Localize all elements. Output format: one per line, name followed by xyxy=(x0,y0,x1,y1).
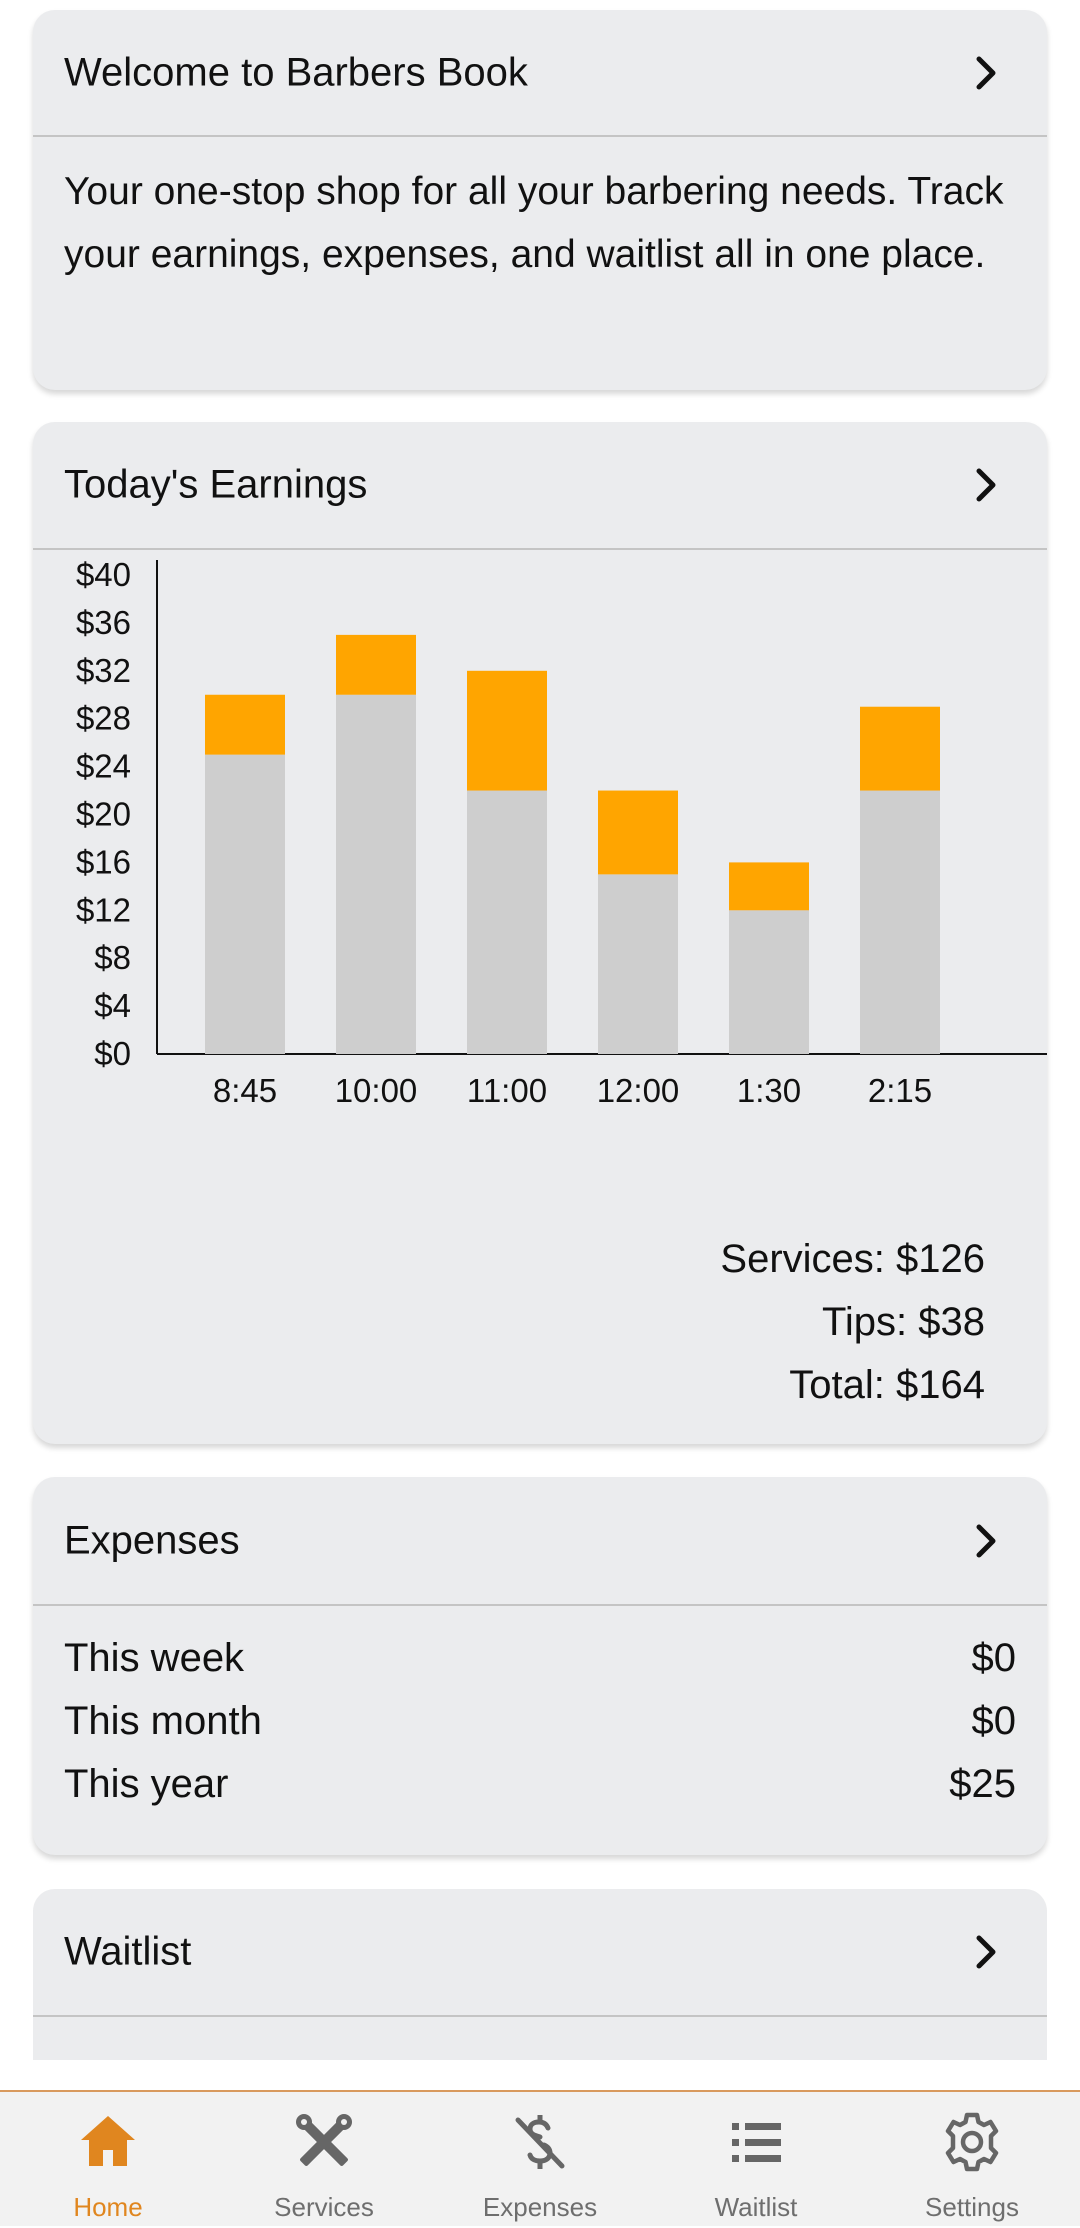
welcome-description: Your one-stop shop for all your barberin… xyxy=(64,170,1004,276)
expense-label: This week xyxy=(64,1636,245,1680)
bar-tips xyxy=(205,694,285,755)
nav-label: Home xyxy=(73,2192,143,2222)
expense-value: $0 xyxy=(971,1699,1017,1743)
nav-label: Services xyxy=(274,2192,374,2222)
nav-waitlist[interactable]: Waitlist xyxy=(648,2092,864,2228)
bar-services xyxy=(860,790,940,1054)
x-tick-label: 12:00 xyxy=(597,1072,680,1109)
welcome-card: Welcome to Barbers Book Your one-stop sh… xyxy=(33,10,1047,390)
y-tick-label: $0 xyxy=(94,1035,131,1072)
welcome-card-header[interactable]: Welcome to Barbers Book xyxy=(33,10,1047,137)
expense-label: This month xyxy=(64,1699,262,1743)
services-total: Services: $126 xyxy=(720,1237,985,1281)
nav-services[interactable]: Services xyxy=(216,2092,432,2228)
nav-expenses[interactable]: Expenses xyxy=(432,2092,648,2228)
tips-total: Tips: $38 xyxy=(821,1300,985,1344)
waitlist-card-header[interactable]: Waitlist xyxy=(33,1889,1047,2017)
y-tick-label: $28 xyxy=(76,700,131,737)
no-dollar-icon xyxy=(508,2110,572,2174)
y-tick-label: $4 xyxy=(94,987,131,1024)
earnings-title: Today's Earnings xyxy=(64,462,368,507)
bar-services xyxy=(467,790,547,1054)
bottom-nav: Home Services Expenses xyxy=(0,2090,1080,2226)
x-tick-label: 8:45 xyxy=(213,1072,277,1109)
earnings-chart: $0 $4 $8 $12 $16 $20 $24 $28 $32 $36 $40 8:45 10:00 1… xyxy=(76,556,1047,1109)
bar-services xyxy=(336,694,416,1054)
waitlist-card: Waitlist xyxy=(33,1889,1047,2060)
bar-tips xyxy=(336,634,416,695)
y-tick-label: $40 xyxy=(76,556,131,593)
y-tick-label: $12 xyxy=(76,891,131,928)
earnings-card: Today's Earnings $0 $4 $8 $12 $16 $20 $24 $28 $3… xyxy=(33,422,1047,1444)
bar-services xyxy=(598,874,678,1054)
expense-value: $25 xyxy=(949,1762,1016,1806)
bar-tips xyxy=(598,790,678,875)
bar-services xyxy=(729,910,809,1054)
nav-label: Waitlist xyxy=(714,2192,798,2222)
expense-value: $0 xyxy=(971,1636,1017,1680)
y-tick-label: $24 xyxy=(76,748,131,785)
waitlist-title: Waitlist xyxy=(64,1929,192,1974)
nav-settings[interactable]: Settings xyxy=(864,2092,1080,2228)
chevron-right-icon[interactable] xyxy=(969,468,1003,502)
expenses-card-header[interactable]: Expenses xyxy=(33,1477,1047,1606)
x-tick-label: 10:00 xyxy=(335,1072,418,1109)
expense-row-month: This month $0 xyxy=(64,1690,1016,1753)
chevron-right-icon[interactable] xyxy=(969,1524,1003,1558)
x-tick-label: 11:00 xyxy=(467,1072,547,1109)
x-tick-label: 2:15 xyxy=(868,1072,932,1109)
x-tick-label: 1:30 xyxy=(737,1072,801,1109)
chevron-right-icon[interactable] xyxy=(969,56,1003,90)
nav-home[interactable]: Home xyxy=(0,2092,216,2228)
welcome-title: Welcome to Barbers Book xyxy=(64,50,528,94)
y-tick-label: $20 xyxy=(76,796,131,833)
gear-icon xyxy=(940,2110,1004,2174)
bar-tips xyxy=(860,706,940,791)
home-icon xyxy=(76,2110,140,2174)
y-tick-label: $8 xyxy=(94,939,131,976)
grand-total: Total: $164 xyxy=(789,1363,985,1407)
nav-label: Settings xyxy=(925,2192,1019,2222)
bar-tips xyxy=(467,670,547,791)
expense-row-year: This year $25 xyxy=(64,1753,1016,1816)
expense-label: This year xyxy=(64,1762,229,1806)
y-tick-label: $32 xyxy=(76,652,131,689)
expenses-title: Expenses xyxy=(64,1518,240,1562)
y-tick-label: $16 xyxy=(76,843,131,880)
expenses-card: Expenses This week $0 This month $0 This… xyxy=(33,1477,1047,1855)
expense-row-week: This week $0 xyxy=(64,1627,1016,1690)
earnings-card-header[interactable]: Today's Earnings xyxy=(33,422,1047,550)
nav-label: Expenses xyxy=(482,2192,598,2222)
bar-tips xyxy=(729,862,809,911)
bar-services xyxy=(205,754,285,1054)
chevron-right-icon[interactable] xyxy=(969,1935,1003,1969)
list-icon xyxy=(724,2110,788,2174)
y-tick-label: $36 xyxy=(76,604,131,641)
earnings-totals: Services: $126 Tips: $38 Total: $164 xyxy=(720,1228,985,1417)
scissors-comb-icon xyxy=(292,2110,356,2174)
